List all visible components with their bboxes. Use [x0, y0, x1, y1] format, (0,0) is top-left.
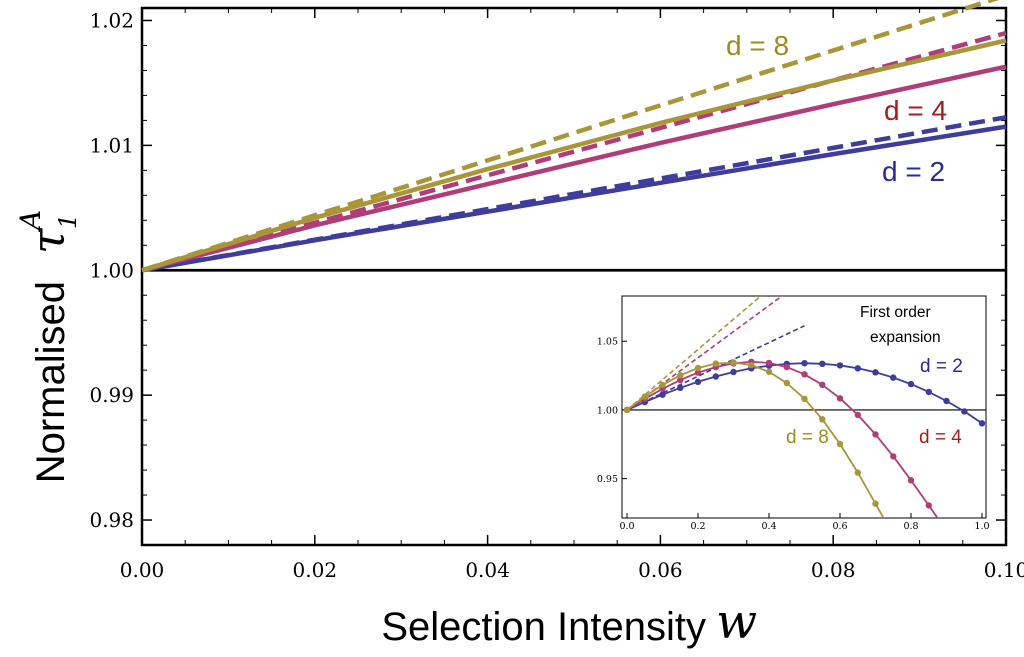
inset-point-d2: [872, 369, 879, 376]
inset-point-d8: [765, 368, 773, 376]
y-tick-label: 1.02: [89, 8, 134, 32]
inset-point-d8: [801, 395, 808, 402]
inset-x-tick-label: 0.0: [619, 521, 634, 532]
inset-point-d2: [925, 388, 932, 396]
inset-y-tick-label: 1.00: [597, 405, 618, 416]
inset-point-d8: [926, 587, 932, 593]
inset-label-d8: d = 8: [786, 427, 829, 448]
inset-point-d4: [694, 369, 702, 376]
inset-point-d8: [854, 469, 861, 476]
label-d2: d = 2: [882, 156, 945, 187]
label-d4: d = 4: [884, 95, 947, 126]
inset-point-d2: [854, 365, 861, 372]
inset-point-d2: [659, 391, 666, 398]
inset-point-d8: [677, 372, 684, 379]
inset-point-d2: [907, 380, 915, 388]
inset-point-d2: [978, 420, 986, 427]
inset-point-d2: [943, 397, 950, 405]
inset-point-d8: [872, 500, 879, 507]
inset-point-d4: [890, 453, 897, 460]
x-axis-title: Selection Intensity w: [381, 594, 757, 650]
inset-point-d4: [925, 502, 932, 509]
x-axis-label: Selection Intensity: [381, 605, 706, 649]
inset-point-d2: [961, 408, 968, 415]
inset-point-d8: [712, 360, 719, 367]
series-d8-first-order: [141, 0, 1000, 273]
inset-point-d4: [819, 381, 826, 388]
inset-point-d4: [783, 363, 790, 371]
inset-x-tick-label: 1.0: [974, 521, 989, 532]
inset-annotation-line-2: expansion: [870, 329, 941, 346]
y-axis-subscript: 1: [54, 214, 82, 229]
y-axis-superscript: A: [14, 210, 47, 233]
series-d2-first-order: [141, 115, 1007, 273]
inset-x-tick-label: 0.4: [761, 521, 776, 532]
x-tick-label: 0.00: [120, 558, 165, 582]
inset-point-d8: [623, 406, 631, 414]
inset-point-d4: [801, 371, 808, 378]
inset-y-tick-label: 0.95: [597, 474, 618, 485]
inset-point-d2: [819, 360, 826, 367]
inset-background: [621, 295, 987, 519]
inset-point-d4: [872, 431, 879, 438]
inset-point-d2: [890, 374, 897, 381]
inset-point-d2: [836, 362, 844, 369]
inset-y-tick-label: 1.05: [597, 337, 618, 348]
x-tick-label: 0.10: [984, 558, 1024, 582]
y-axis-title: Normalised τ 1 A: [14, 210, 82, 484]
inset-point-d2: [730, 368, 737, 376]
inset-point-d4: [765, 359, 773, 367]
inset-point-d4: [677, 376, 684, 384]
x-tick-label: 0.02: [293, 558, 338, 582]
inset-x-tick-label: 0.2: [690, 521, 705, 532]
inset-label-d4: d = 4: [919, 427, 962, 448]
inset-point-d8: [836, 440, 844, 448]
inset-point-d4: [907, 477, 915, 484]
inset-x-tick-label: 0.8: [903, 521, 918, 532]
y-tick-label: 0.99: [89, 383, 134, 407]
inset-point-d8: [659, 381, 666, 389]
label-d8: d = 8: [726, 30, 789, 61]
inset-point-d8: [730, 359, 737, 366]
inset-first-order-d8: [626, 296, 763, 411]
inset-point-d2: [677, 384, 684, 391]
inset-point-d8: [694, 364, 702, 372]
series-d4-exact: [141, 64, 1007, 273]
inset-chart: 0.0 0.2 0.4 0.6 0.8 1.0 0.95 1.00 1.05 First ord…: [597, 295, 990, 608]
inset-x-tick-label: 0.6: [832, 521, 847, 532]
y-axis-label: Normalised: [29, 281, 73, 483]
inset-point-d2: [694, 378, 702, 385]
y-tick-label: 0.98: [89, 508, 134, 532]
inset-point-d8: [908, 562, 914, 568]
inset-label-d2: d = 2: [920, 356, 963, 377]
y-tick-label: 1.00: [89, 258, 134, 282]
inset-point-d8: [783, 379, 790, 387]
inset-point-d8: [819, 416, 826, 423]
y-axis-symbol: τ: [21, 227, 75, 254]
inset-point-d4: [854, 411, 861, 419]
inset-point-d8: [641, 393, 648, 400]
x-axis-symbol: w: [716, 594, 757, 650]
inset-point-d4: [943, 528, 949, 534]
x-tick-label: 0.04: [465, 558, 510, 582]
inset-point-d8: [961, 601, 967, 607]
x-tick-label: 0.06: [638, 558, 683, 582]
y-tick-label: 1.01: [89, 133, 134, 157]
inset-point-d4: [836, 395, 844, 402]
inset-point-d4: [961, 553, 967, 559]
inset-point-d8: [943, 602, 949, 608]
inset-point-d8: [890, 532, 896, 538]
inset-point-d2: [712, 373, 719, 380]
x-tick-label: 0.08: [811, 558, 856, 582]
inset-annotation-line-1: First order: [860, 304, 931, 321]
inset-point-d2: [801, 360, 808, 367]
inset-point-d8: [748, 361, 755, 369]
